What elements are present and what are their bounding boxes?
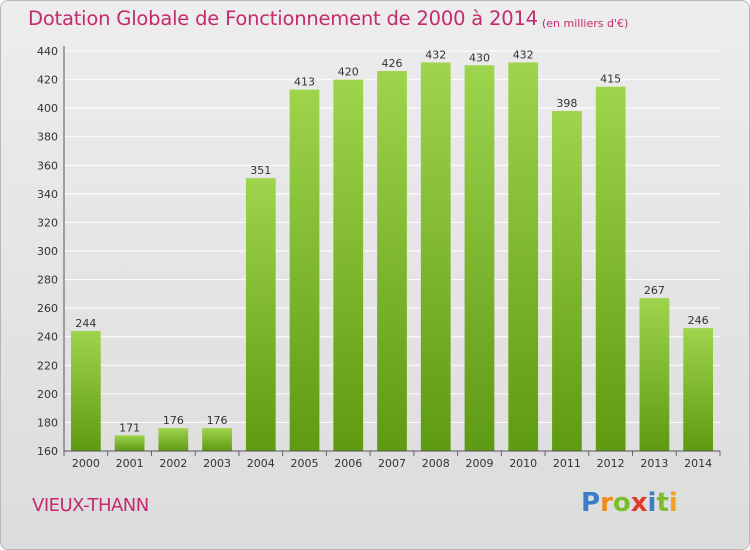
y-tick-label: 220: [37, 359, 58, 372]
bar: [158, 428, 189, 451]
bar: [333, 79, 364, 452]
y-tick-label: 360: [37, 159, 58, 172]
bar-value-label: 176: [163, 414, 184, 427]
logo-letter: r: [600, 488, 613, 518]
logo-letter: x: [630, 488, 648, 518]
y-tick-label: 280: [37, 274, 58, 287]
x-tick-label: 2008: [422, 457, 450, 470]
bars: [70, 62, 714, 452]
bar-value-label: 420: [338, 66, 359, 79]
bar: [420, 62, 451, 452]
bar-value-label: 432: [425, 48, 446, 61]
x-tick-label: 2001: [116, 457, 144, 470]
bar-value-label: 432: [513, 48, 534, 61]
logo-letter: o: [612, 488, 631, 518]
logo-letter: t: [656, 488, 669, 518]
bar: [464, 65, 495, 452]
bar-value-label: 430: [469, 51, 490, 64]
bar-value-label: 413: [294, 76, 315, 89]
bar-value-label: 415: [600, 73, 621, 86]
x-tick-label: 2014: [684, 457, 712, 470]
x-tick-label: 2013: [640, 457, 668, 470]
x-tick-label: 2003: [203, 457, 231, 470]
x-tick-label: 2010: [509, 457, 537, 470]
bar-value-label: 246: [688, 314, 709, 327]
y-tick-label: 160: [37, 445, 58, 458]
axes: [63, 46, 721, 456]
bar-value-label: 171: [119, 421, 140, 434]
y-tick-label: 320: [37, 216, 58, 229]
bar: [595, 86, 626, 451]
x-tick-label: 2002: [159, 457, 187, 470]
y-tick-label: 420: [37, 74, 58, 87]
bar-value-label: 244: [75, 317, 96, 330]
x-tick-label: 2005: [291, 457, 319, 470]
bar: [289, 89, 320, 452]
bar: [202, 428, 232, 451]
x-tick-label: 2004: [247, 457, 275, 470]
y-tick-label: 400: [37, 102, 58, 115]
y-tick-label: 300: [37, 245, 58, 258]
x-tick-label: 2007: [378, 457, 406, 470]
bar-value-label: 176: [207, 414, 228, 427]
commune-name: VIEUX-THANN: [32, 495, 149, 516]
y-tick-label: 240: [37, 331, 58, 344]
labels: 160 180 200 220 240 260 280 300 320 340 360 380 400 4…: [37, 45, 712, 470]
bar: [70, 331, 101, 451]
x-tick-label: 2011: [553, 457, 581, 470]
bar-value-label: 426: [382, 57, 403, 70]
chart-unit: (en milliers d'€): [542, 17, 629, 30]
y-tick-label: 260: [37, 302, 58, 315]
x-tick-label: 2012: [597, 457, 625, 470]
bar: [639, 298, 670, 451]
bar-value-label: 398: [556, 97, 577, 110]
y-tick-label: 200: [37, 388, 58, 401]
bar: [245, 178, 276, 451]
logo-letter: i: [668, 488, 678, 518]
y-tick-label: 340: [37, 188, 58, 201]
chart-title: Dotation Globale de Fonctionnement de 20…: [28, 7, 538, 30]
x-tick-label: 2006: [334, 457, 362, 470]
bar: [552, 111, 582, 451]
bar-value-label: 267: [644, 284, 665, 297]
y-tick-label: 180: [37, 416, 58, 429]
y-tick-label: 380: [37, 131, 58, 144]
bar-value-label: 351: [250, 164, 271, 177]
bar: [377, 71, 407, 451]
logo-letter: P: [581, 488, 601, 518]
y-tick-label: 440: [37, 45, 58, 58]
x-tick-label: 2009: [465, 457, 493, 470]
logo-letter: i: [647, 488, 657, 518]
bar: [508, 62, 539, 452]
x-tick-label: 2000: [72, 457, 100, 470]
bar: [683, 328, 714, 451]
proxiti-logo: Proxiti: [581, 488, 678, 518]
bar: [114, 435, 145, 451]
